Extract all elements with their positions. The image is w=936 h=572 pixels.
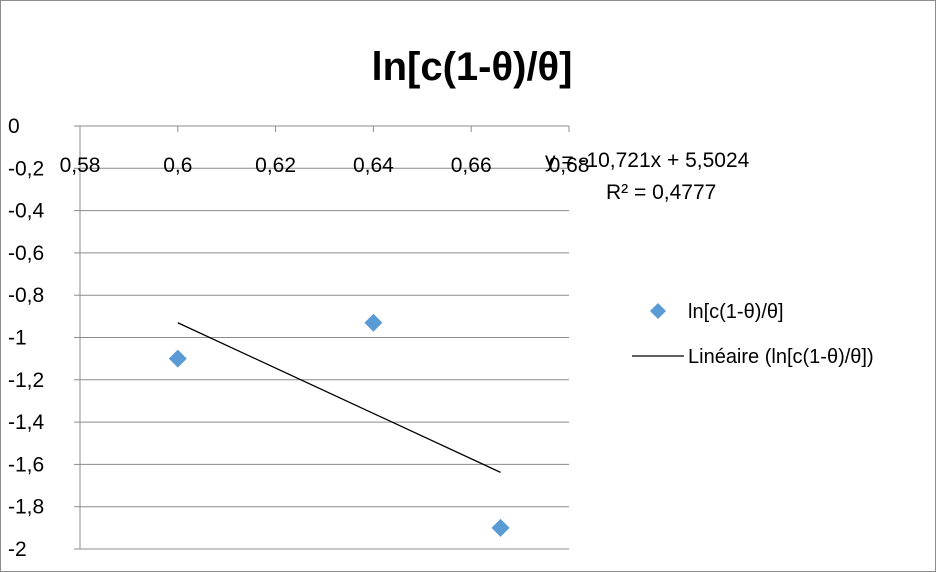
trend-r-squared: R² = 0,4777 — [606, 181, 716, 204]
point-layer — [168, 313, 510, 537]
x-tick-label: 0,68 — [549, 154, 590, 177]
y-tick-label: -1 — [8, 327, 27, 350]
y-tick-label: -2 — [8, 538, 27, 561]
y-tick-label: 0 — [8, 115, 20, 138]
x-tick-label: 0,64 — [353, 154, 394, 177]
y-tick-label: -0,4 — [8, 200, 45, 223]
y-tick-label: -1,2 — [8, 369, 44, 392]
y-tick-label: -1,4 — [8, 411, 45, 434]
legend-label-trendline: Linéaire (ln[c(1-θ)/θ]) — [688, 346, 874, 368]
x-tick-label: 0,6 — [163, 154, 192, 177]
axis-layer — [74, 125, 570, 550]
x-tick-label: 0,62 — [255, 154, 296, 177]
legend-layer: ln[c(1-θ)/θ] Linéaire (ln[c(1-θ)/θ]) — [632, 301, 874, 368]
y-tick-label: -1,6 — [8, 453, 44, 476]
trendline — [177, 322, 501, 473]
x-tick-label: 0,66 — [451, 154, 492, 177]
chart-title: ln[c(1-θ)/θ] — [372, 45, 573, 89]
y-tick-label: -1,8 — [8, 496, 44, 519]
trend-equation: y = -10,721x + 5,5024 — [545, 149, 750, 172]
trend-layer — [177, 322, 501, 473]
text-layer: 0 -0,2 -0,4 -0,6 -0,8 -1 -1,2 -1,4 -1,6 -1,8 -2 0,5… — [8, 45, 750, 561]
grid-layer — [80, 167, 569, 550]
data-point — [491, 518, 510, 537]
legend-label-series: ln[c(1-θ)/θ] — [688, 301, 784, 323]
legend-marker-series — [650, 303, 666, 319]
y-tick-label: -0,2 — [8, 157, 44, 180]
data-point — [364, 313, 383, 332]
y-tick-label: -0,8 — [8, 284, 44, 307]
x-tick-label: 0,58 — [60, 154, 101, 177]
data-point — [168, 349, 187, 368]
y-tick-label: -0,6 — [8, 242, 44, 265]
